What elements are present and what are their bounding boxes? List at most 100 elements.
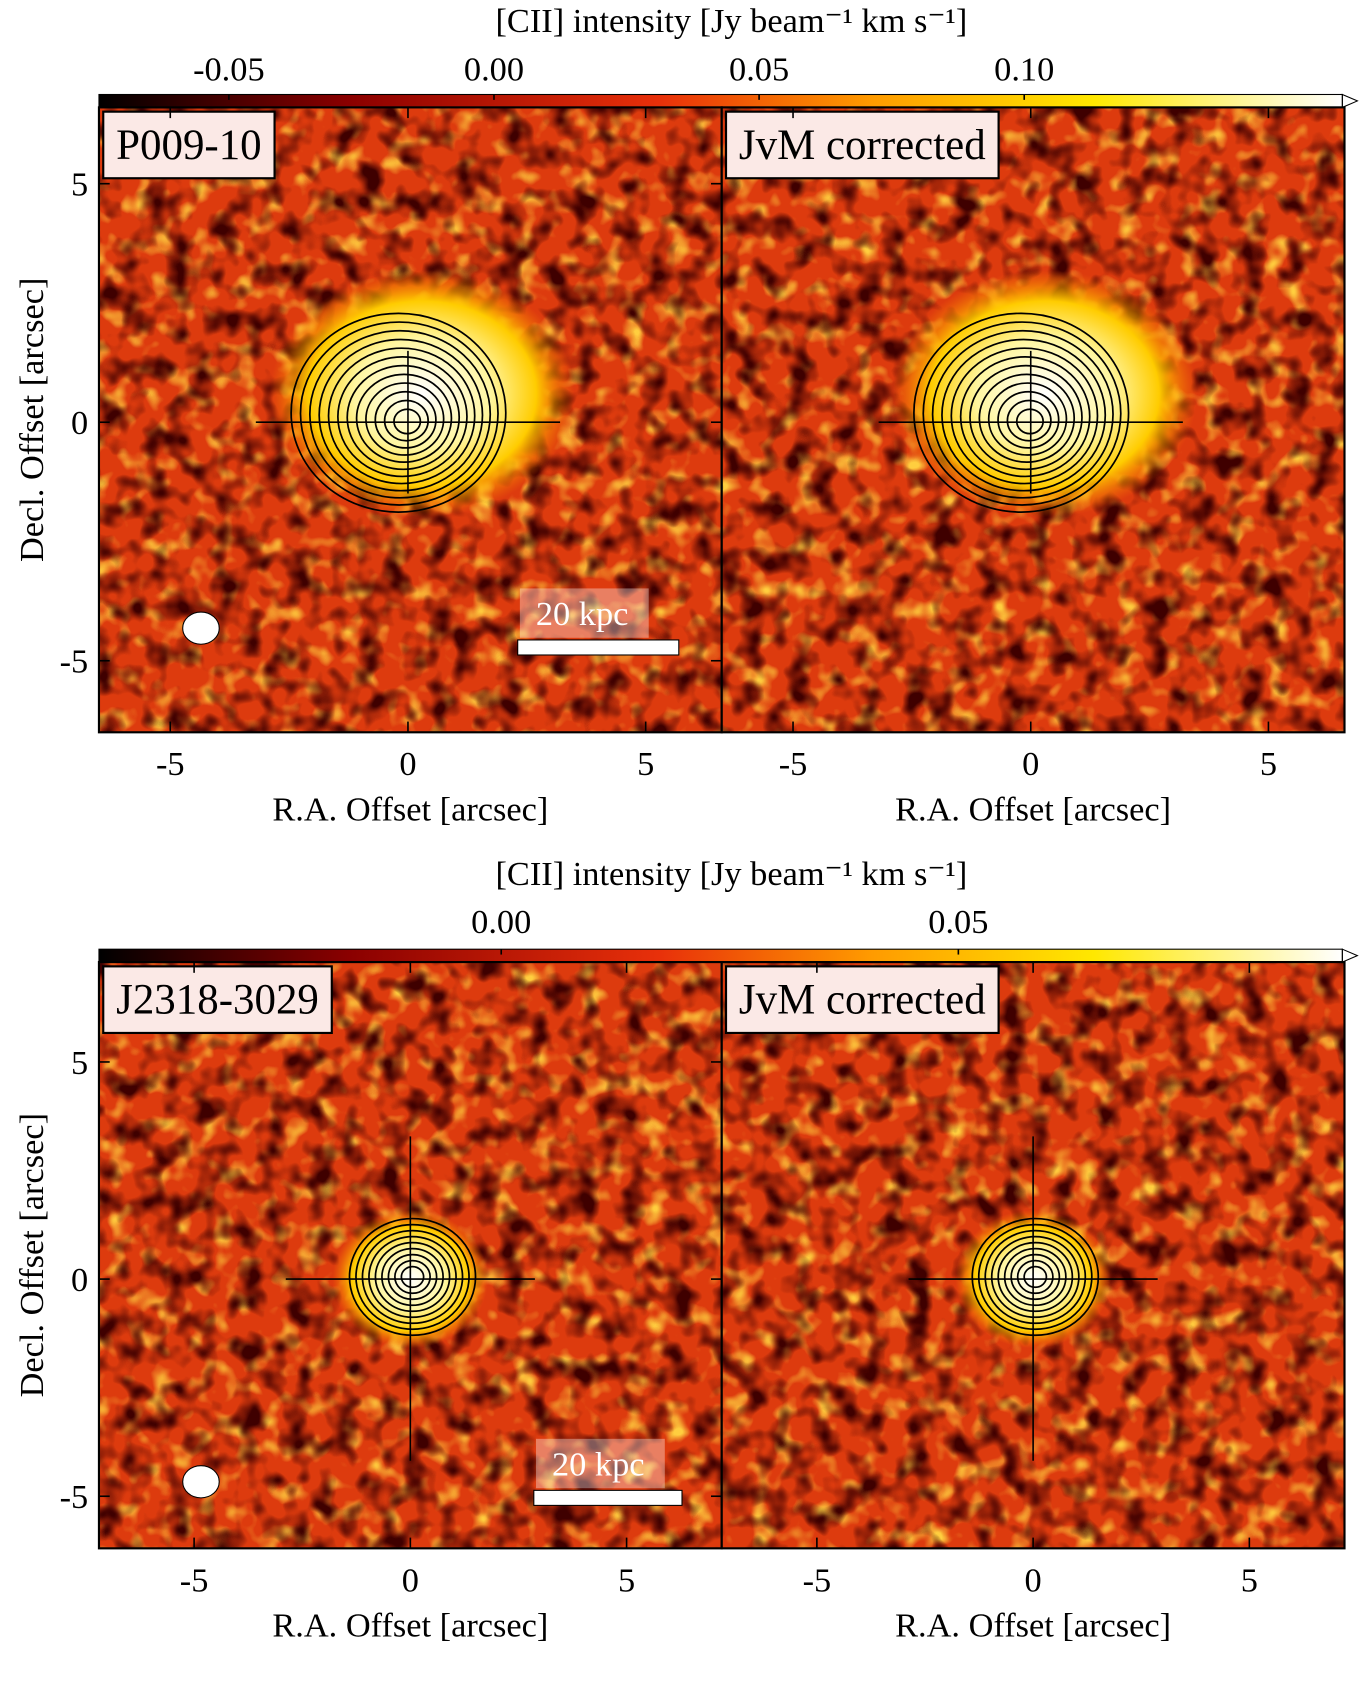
scale-box xyxy=(535,1438,665,1489)
contour xyxy=(299,321,499,506)
contour xyxy=(969,364,1083,471)
panel-label: J2318-3029 xyxy=(116,977,319,1024)
contour xyxy=(348,1217,477,1337)
contour xyxy=(971,1217,1100,1337)
x-tick-label: -5 xyxy=(180,1561,209,1599)
y-axis-label: Decl. Offset [arcsec] xyxy=(13,1113,51,1397)
contour xyxy=(308,329,492,499)
contour xyxy=(327,347,476,485)
contour xyxy=(1010,1253,1061,1301)
source-glow xyxy=(892,270,1198,518)
contour xyxy=(318,338,484,492)
colorbar-tick-label: 0.10 xyxy=(994,51,1054,89)
x-axis-label: R.A. Offset [arcsec] xyxy=(272,790,548,828)
colorbar-tick-label: 0.00 xyxy=(471,903,531,941)
map xyxy=(721,107,1345,733)
contour xyxy=(368,1235,457,1319)
map xyxy=(98,962,722,1549)
beam xyxy=(182,1465,220,1499)
contour xyxy=(997,390,1060,449)
panel-label-box xyxy=(724,965,1000,1035)
colorbar xyxy=(98,94,1343,108)
x-tick-label: 0 xyxy=(1022,745,1039,783)
x-tick-label: 5 xyxy=(618,1561,635,1599)
contour xyxy=(1006,399,1052,442)
panel-label: P009-10 xyxy=(116,122,262,169)
colorbar-extend xyxy=(1341,93,1359,109)
contour xyxy=(400,1265,425,1289)
contour xyxy=(1016,1259,1054,1295)
contour xyxy=(990,1235,1080,1319)
contour xyxy=(374,390,437,449)
y-tick-label: 5 xyxy=(71,166,88,204)
x-tick-label: -5 xyxy=(779,745,808,783)
x-tick-label: -5 xyxy=(803,1561,832,1599)
x-axis-label: R.A. Offset [arcsec] xyxy=(272,1606,548,1644)
panel-label-box xyxy=(102,965,333,1035)
contour xyxy=(365,382,445,456)
contour xyxy=(950,347,1099,485)
colorbar-extend xyxy=(1341,948,1359,963)
contour xyxy=(922,321,1122,506)
map xyxy=(98,107,722,733)
panel-label: JvM corrected xyxy=(739,977,986,1024)
scale-bar xyxy=(517,639,680,656)
panel-label: JvM corrected xyxy=(739,122,986,169)
y-tick-label: 0 xyxy=(71,404,88,442)
x-tick-label: 0 xyxy=(1025,1561,1042,1599)
contour xyxy=(941,338,1107,492)
y-axis-label: Decl. Offset [arcsec] xyxy=(13,278,51,562)
scale-bar-label: 20 kpc xyxy=(536,595,629,633)
contour xyxy=(387,1253,438,1301)
colorbar-label: [CII] intensity [Jy beam⁻¹ km s⁻¹] xyxy=(496,2,968,40)
x-tick-label: -5 xyxy=(156,745,185,783)
contour xyxy=(381,1247,444,1307)
contour xyxy=(987,382,1068,456)
colorbar-label: [CII] intensity [Jy beam⁻¹ km s⁻¹] xyxy=(496,855,968,893)
map xyxy=(721,962,1345,1549)
x-tick-label: 5 xyxy=(637,745,654,783)
panel-label-box xyxy=(724,110,1000,180)
contour xyxy=(355,1223,470,1331)
source-glow xyxy=(270,270,575,518)
contour xyxy=(361,1229,464,1325)
x-tick-label: 0 xyxy=(399,745,416,783)
contour xyxy=(383,399,429,442)
contour xyxy=(997,1241,1074,1313)
contour xyxy=(959,356,1091,478)
x-axis-label: R.A. Offset [arcsec] xyxy=(895,1606,1171,1644)
beam xyxy=(182,611,220,645)
x-axis-label: R.A. Offset [arcsec] xyxy=(895,790,1171,828)
contour xyxy=(931,329,1114,499)
colorbar-tick-label: -0.05 xyxy=(193,51,265,89)
y-tick-label: 5 xyxy=(71,1044,88,1082)
contour xyxy=(394,1259,431,1295)
contour xyxy=(1003,1247,1067,1307)
contour xyxy=(978,373,1076,464)
scale-bar xyxy=(533,1489,683,1506)
contour xyxy=(355,373,453,464)
contour xyxy=(913,312,1130,513)
contour xyxy=(1023,1265,1048,1289)
contour xyxy=(290,312,507,513)
x-tick-label: 5 xyxy=(1260,745,1277,783)
contour xyxy=(337,356,468,478)
contour xyxy=(374,1241,451,1313)
y-tick-label: -5 xyxy=(60,643,89,681)
frame xyxy=(720,106,1346,734)
colorbar-tick-label: 0.05 xyxy=(729,51,789,89)
scale-bar-label: 20 kpc xyxy=(552,1445,645,1483)
colorbar-tick-label: 0.05 xyxy=(928,903,988,941)
scale-box xyxy=(519,588,649,638)
contour xyxy=(977,1223,1093,1331)
y-tick-label: -5 xyxy=(60,1478,89,1516)
contour xyxy=(984,1229,1087,1325)
colorbar xyxy=(98,949,1343,963)
y-tick-label: 0 xyxy=(71,1261,88,1299)
colorbar-tick-label: 0.00 xyxy=(464,51,524,89)
x-tick-label: 5 xyxy=(1241,1561,1258,1599)
panel-label-box xyxy=(102,110,276,180)
contour xyxy=(346,364,461,471)
x-tick-label: 0 xyxy=(402,1561,419,1599)
